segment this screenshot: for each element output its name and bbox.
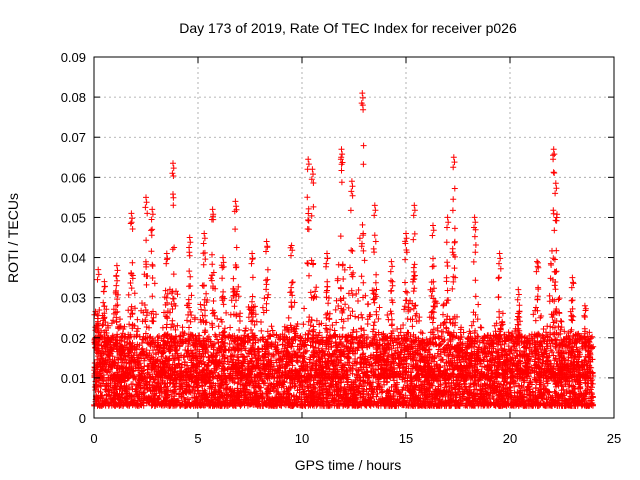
data-point: [241, 332, 248, 339]
data-point: [511, 383, 518, 390]
data-point: [423, 336, 430, 343]
data-point: [589, 377, 596, 383]
data-point: [384, 387, 391, 394]
data-point: [210, 346, 217, 353]
data-point: [198, 382, 205, 389]
data-point: [234, 353, 241, 360]
data-points: [91, 90, 597, 409]
data-point: [111, 380, 118, 387]
data-point: [483, 353, 490, 360]
data-point: [399, 387, 406, 394]
data-point: [352, 356, 359, 362]
data-point: [404, 377, 411, 384]
chart-title: Day 173 of 2019, Rate Of TEC Index for r…: [179, 20, 517, 36]
data-point: [360, 350, 367, 357]
data-point: [401, 378, 408, 385]
